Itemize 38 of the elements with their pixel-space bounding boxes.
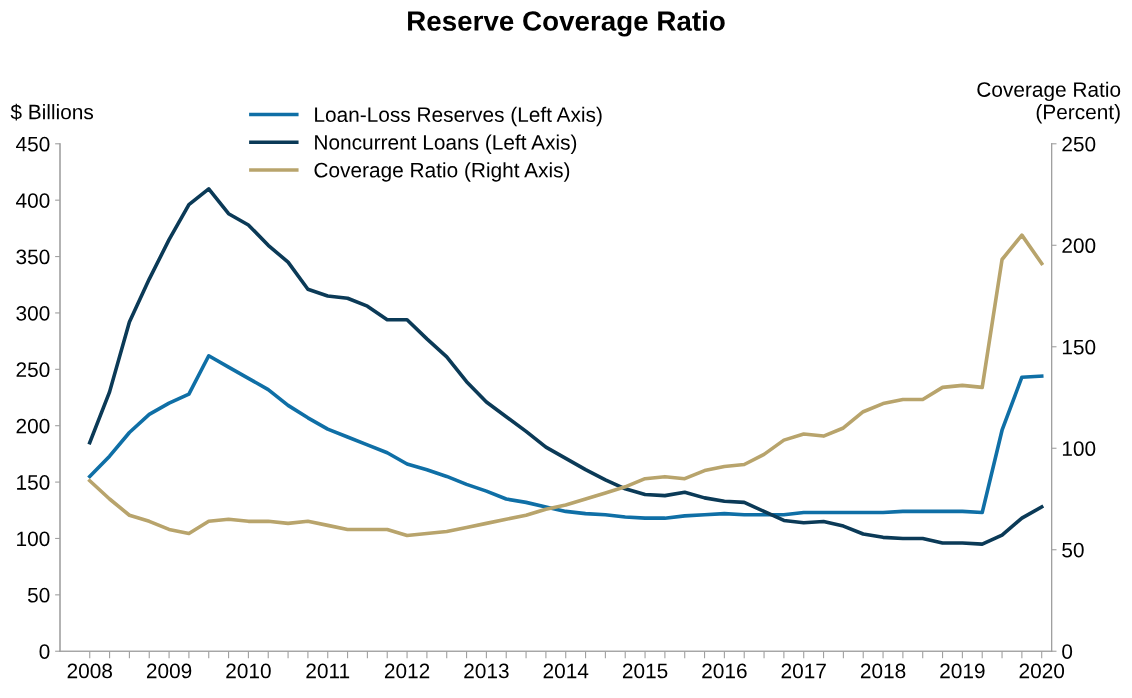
x-tick-label: 2019 xyxy=(940,663,985,679)
y-tick-label: 450 xyxy=(16,136,50,152)
y-tick-label: 100 xyxy=(17,531,50,547)
x-tick-label: 2014 xyxy=(543,663,589,679)
y2-tick-label: 50 xyxy=(1062,542,1084,558)
x-tick-label: 2015 xyxy=(622,663,668,679)
line-series xyxy=(87,233,1044,538)
y2-tick-label: 100 xyxy=(1062,441,1096,457)
y-axis-title: $ Billions xyxy=(10,103,94,121)
y2-tick-label: 250 xyxy=(1062,136,1096,152)
y2-tick-label: 0 xyxy=(1062,644,1073,659)
x-tick-label: 2017 xyxy=(781,663,826,679)
x-tick-label: 2010 xyxy=(226,663,271,679)
x-tick-label: 2011 xyxy=(306,663,350,679)
y2-tick-label: 200 xyxy=(1062,238,1096,254)
x-tick-label: 2018 xyxy=(860,663,906,679)
line-series xyxy=(87,353,1044,520)
y-tick-label: 400 xyxy=(16,193,50,208)
chart-title: Reserve Coverage Ratio xyxy=(408,10,725,37)
y-tick-label: 200 xyxy=(16,418,50,434)
line-series xyxy=(87,187,1044,546)
x-tick-label: 2020 xyxy=(1019,663,1065,679)
x-tick-label: 2012 xyxy=(384,663,430,679)
y2-axis-title: Coverage Ratio (Percent) xyxy=(977,81,1121,124)
y2-tick-label: 150 xyxy=(1062,339,1096,355)
x-tick-label: 2008 xyxy=(67,663,113,679)
y-tick-label: 250 xyxy=(16,362,50,378)
y-tick-label: 350 xyxy=(16,249,50,265)
y-tick-label: 300 xyxy=(16,305,50,321)
x-tick-label: 2013 xyxy=(464,663,509,679)
y-tick-label: 0 xyxy=(39,644,50,659)
legend-label: Coverage Ratio (Right Axis) xyxy=(314,162,570,182)
x-tick-label: 2009 xyxy=(146,663,192,679)
legend-label: Noncurrent Loans (Left Axis) xyxy=(315,134,577,154)
y-tick-label: 50 xyxy=(27,587,50,603)
legend-label: Loan-Loss Reserves (Left Axis) xyxy=(315,106,602,127)
y-tick-label: 150 xyxy=(17,475,50,490)
x-tick-label: 2016 xyxy=(702,663,747,679)
